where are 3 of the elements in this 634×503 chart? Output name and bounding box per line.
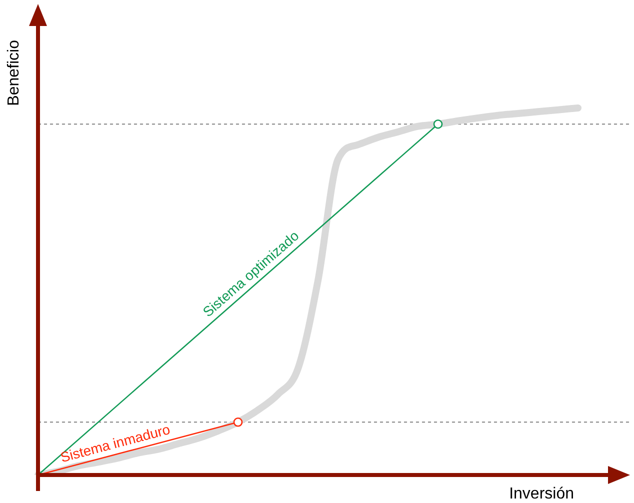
y-axis-title: Beneficio <box>5 40 22 106</box>
x-axis-title: Inversión <box>509 485 574 502</box>
text: Sistema inmaduro <box>58 420 172 466</box>
